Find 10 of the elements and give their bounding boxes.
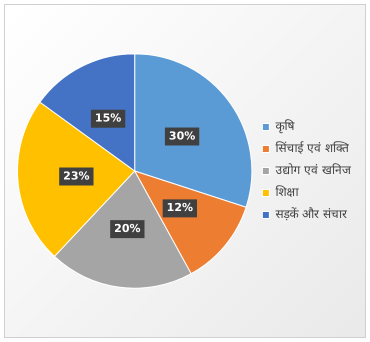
data-label: 12% [166,201,194,214]
legend-label: सड़कें और संचार [275,207,348,222]
data-label: 15% [94,112,122,125]
legend-label: कृषि [275,119,296,134]
legend-label: सिंचाई एवं शक्ति [275,141,350,156]
data-label: 30% [168,129,196,142]
data-label: 23% [63,169,90,182]
legend-label: उद्योग एवं खनिज [275,163,352,178]
data-label: 20% [114,222,141,235]
legend-label: शिक्षा [275,185,300,200]
